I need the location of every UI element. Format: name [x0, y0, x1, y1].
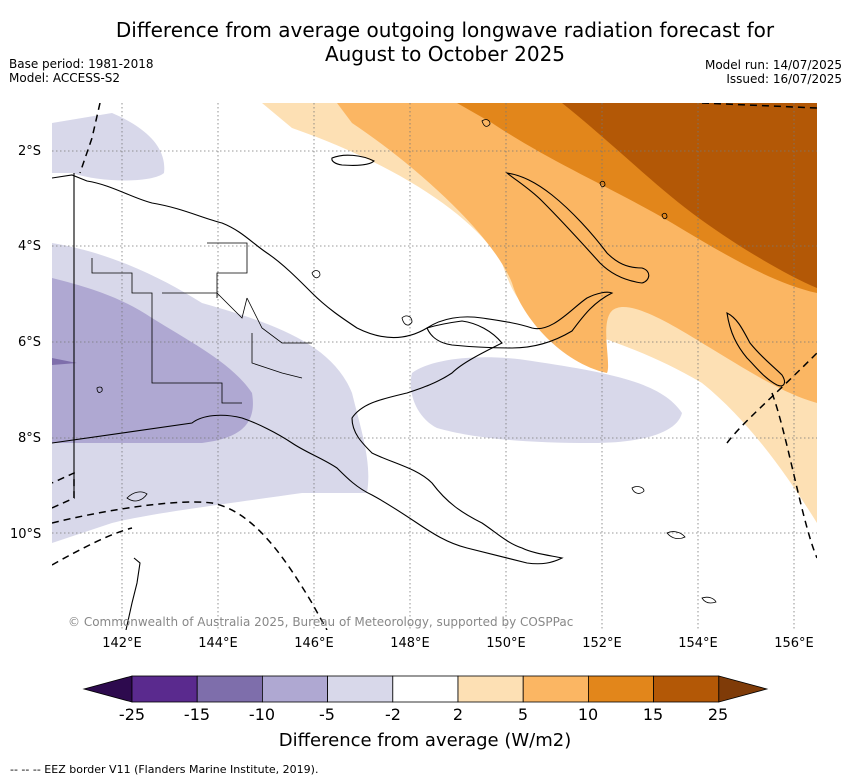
bougainville-coast — [726, 312, 786, 387]
small-islands — [96, 119, 717, 604]
colorbar-segment-1 — [196, 675, 263, 703]
cape-york-coast — [125, 557, 141, 630]
lon-label-144e: 144°E — [198, 636, 238, 651]
field-neg-2-5-nw — [52, 113, 165, 181]
new-britain-coast — [426, 291, 614, 349]
eez-footnote: -- -- -- EEZ border V11 (Flanders Marine… — [10, 763, 319, 776]
title-line-2: August to October 2025 — [324, 42, 566, 66]
model-run: Model run: 14/07/2025 — [704, 58, 842, 72]
lat-label-4s: 4°S — [18, 239, 42, 254]
cb-tick-5: 2 — [452, 705, 464, 724]
field-neg-2-5-e — [410, 357, 682, 443]
cb-tick-7: 10 — [577, 705, 599, 724]
field-neg-10-15-edge — [52, 358, 77, 365]
meta-left: Base period: 1981-2018 Model: ACCESS-S2 — [9, 57, 154, 85]
new-ireland-coast — [505, 172, 650, 284]
province-lines — [91, 242, 312, 404]
cb-tick-1: -15 — [183, 705, 211, 724]
forecast-map — [52, 103, 817, 630]
lon-label-142e: 142°E — [102, 636, 142, 651]
base-period: Base period: 1981-2018 — [9, 57, 154, 71]
lat-label-2s: 2°S — [18, 144, 42, 159]
manus-coast — [331, 154, 375, 166]
title-line-1: Difference from average outgoing longwav… — [115, 18, 775, 42]
lat-label-10s: 10°S — [10, 527, 42, 542]
issued-date: Issued: 16/07/2025 — [726, 72, 842, 86]
colorbar-segment-7 — [587, 675, 654, 703]
new-guinea-coast — [52, 174, 564, 565]
lon-label-146e: 146°E — [294, 636, 334, 651]
field-15-25 — [562, 103, 817, 288]
coastlines — [52, 119, 786, 630]
cb-tick-8: 15 — [642, 705, 664, 724]
colorbar-label: Difference from average (W/m2) — [278, 730, 572, 751]
colorbar-extend-low — [82, 675, 133, 703]
copyright-notice: © Commonwealth of Australia 2025, Bureau… — [68, 615, 574, 629]
eez-borders — [52, 103, 817, 630]
colorbar-segment-3 — [327, 675, 394, 703]
anomaly-fields — [52, 103, 817, 543]
cb-tick-2: -10 — [248, 705, 276, 724]
lat-label-8s: 8°S — [18, 431, 42, 446]
lon-label-152e: 152°E — [582, 636, 622, 651]
graticule — [52, 103, 817, 630]
lon-label-148e: 148°E — [390, 636, 430, 651]
colorbar-segments — [82, 675, 769, 703]
field-neg-5-10 — [52, 278, 253, 443]
colorbar-segment-5 — [457, 675, 524, 703]
lon-label-150e: 150°E — [486, 636, 526, 651]
colorbar-segment-4 — [392, 675, 459, 703]
cb-tick-9: 25 — [707, 705, 729, 724]
colorbar-segment-8 — [653, 675, 720, 703]
colorbar-segment-6 — [522, 675, 589, 703]
cb-tick-0: -25 — [118, 705, 146, 724]
colorbar-extend-high — [718, 675, 769, 703]
meta-right: Model run: 14/07/2025 Issued: 16/07/2025 — [705, 58, 842, 86]
map-title: Difference from average outgoing longwav… — [0, 18, 850, 66]
map-panel — [52, 103, 817, 630]
lat-label-6s: 6°S — [18, 335, 42, 350]
cb-tick-6: 5 — [517, 705, 529, 724]
cb-tick-4: -2 — [385, 705, 401, 724]
cb-tick-3: -5 — [319, 705, 335, 724]
model-name: Model: ACCESS-S2 — [9, 71, 121, 85]
lon-label-156e: 156°E — [774, 636, 814, 651]
colorbar-segment-0 — [131, 675, 198, 703]
colorbar-segment-2 — [261, 675, 328, 703]
colorbar — [82, 675, 769, 703]
lon-label-154e: 154°E — [678, 636, 718, 651]
